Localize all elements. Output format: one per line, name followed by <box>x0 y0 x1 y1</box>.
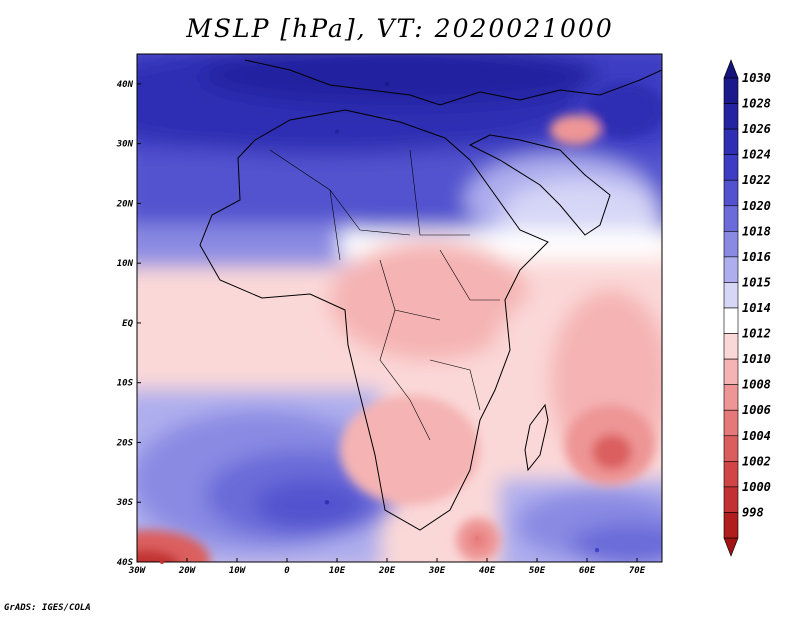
colorbar-label: 1028 <box>742 97 771 111</box>
x-tick-label: 10W <box>229 566 247 576</box>
coastlines <box>199 59 662 531</box>
colorbar-label: 1002 <box>742 454 771 468</box>
colorbar-swatch <box>723 205 739 232</box>
colorbar-swatch <box>723 77 739 104</box>
colorbar-label: 998 <box>742 505 764 519</box>
colorbar-label: 1015 <box>742 275 771 289</box>
colorbar-label: 1010 <box>742 352 771 366</box>
country-borders <box>269 149 500 441</box>
x-tick-label: 20W <box>178 566 197 576</box>
y-tick-label: 10S <box>117 379 134 389</box>
colorbar-swatch <box>723 384 739 411</box>
colorbar-swatch <box>723 282 739 309</box>
arabia-coastline <box>468 134 611 236</box>
colorbar-label: 1012 <box>742 327 771 341</box>
colorbar-swatch <box>723 256 739 283</box>
europe-coastline <box>244 59 662 106</box>
mediterranean-high-center <box>384 81 390 87</box>
map-frame <box>136 53 663 563</box>
colorbar-label: 1022 <box>742 173 771 187</box>
x-tick-label: 40E <box>479 566 496 576</box>
africa-coastline <box>199 109 549 531</box>
colorbar-swatch <box>723 486 739 513</box>
colorbar-swatch <box>723 435 739 462</box>
x-tick-label: 50E <box>529 566 546 576</box>
pressure-field <box>137 54 662 562</box>
colorbar-swatch <box>723 307 739 334</box>
x-tick-label: 60E <box>579 566 596 576</box>
y-tick-label: 40N <box>117 80 134 90</box>
colorbar-label: 1008 <box>742 378 771 392</box>
colorbar-swatch <box>723 461 739 488</box>
axis-ticks: 30W 20W 10W 0 10E 20E 30E 40E 50E 60E 70E 40N 30N 20N… <box>116 80 646 576</box>
colorbar-label: 1016 <box>742 250 771 264</box>
colorbar-top-arrow <box>723 59 739 79</box>
pressure-features <box>159 81 615 565</box>
x-tick-label: 0 <box>284 566 290 576</box>
y-tick-label: EQ <box>122 319 133 329</box>
map-title: MSLP [hPa], VT: 2020021000 <box>186 14 614 43</box>
x-tick-label: 30E <box>428 566 446 576</box>
colorbar-swatch <box>723 333 739 360</box>
colorbar-swatch <box>723 103 739 130</box>
colorbar-swatch <box>723 154 739 181</box>
colorbar-label: 1026 <box>742 122 771 136</box>
y-tick-label: 10N <box>117 259 134 269</box>
iran-high-center <box>604 117 610 122</box>
colorbar-label: 1024 <box>742 148 771 162</box>
colorbar-swatch <box>723 179 739 207</box>
south-atlantic-high-center <box>324 500 330 505</box>
y-tick-label: 20S <box>116 438 134 448</box>
madagascar-east-low-center <box>609 446 615 451</box>
y-tick-label: 20N <box>116 199 134 209</box>
south-indian-high-center <box>594 547 600 553</box>
x-tick-label: 70E <box>629 566 646 576</box>
colorbar-swatch <box>723 231 739 258</box>
colorbar-swatch <box>723 409 739 437</box>
colorbar-label: 1000 <box>742 480 771 494</box>
y-tick-label: 40S <box>117 558 134 568</box>
mozambique-channel-low-center <box>474 535 480 541</box>
x-tick-label: 10E <box>329 566 346 576</box>
colorbar-label: 1030 <box>742 71 771 85</box>
madagascar-coastline <box>524 403 549 472</box>
colorbar-swatch <box>723 128 739 155</box>
southwest-atlantic-low-center <box>159 559 165 565</box>
colorbar-label: 1020 <box>742 199 771 213</box>
colorbar-swatch <box>723 512 739 539</box>
grads-credit: GrADS: IGES/COLA <box>4 603 91 613</box>
colorbar-label: 1014 <box>742 301 771 315</box>
colorbar-label: 1004 <box>742 429 771 443</box>
colorbar-swatch <box>723 358 739 385</box>
colorbar: 1030 1028 1026 1024 1022 1020 1018 1016 1015 1014… <box>723 59 771 557</box>
colorbar-bottom-arrow <box>723 537 739 557</box>
x-tick-label: 20E <box>378 566 396 576</box>
colorbar-label: 1006 <box>742 403 771 417</box>
x-tick-label: 30W <box>128 566 147 576</box>
north-africa-high-center <box>334 129 340 134</box>
colorbar-label: 1018 <box>742 224 771 238</box>
y-tick-label: 30S <box>116 498 134 508</box>
y-tick-label: 30N <box>116 140 134 150</box>
